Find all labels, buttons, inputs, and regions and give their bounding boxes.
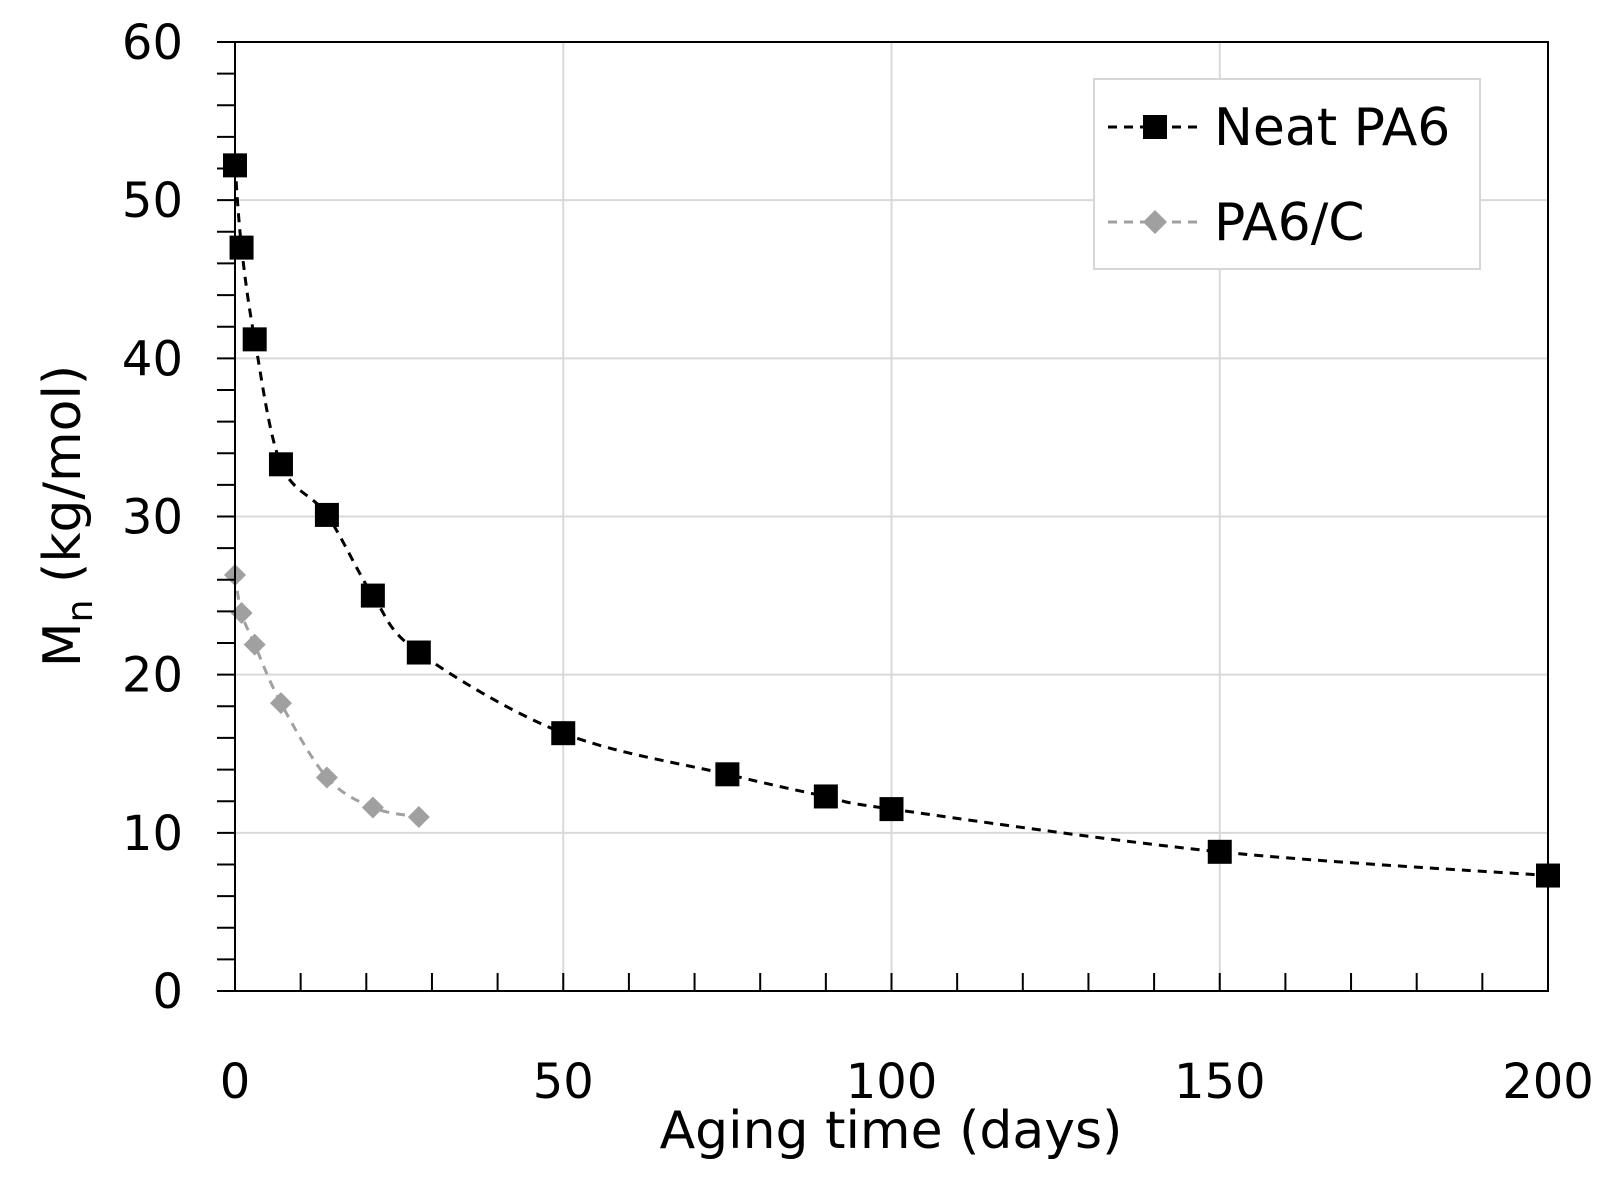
x-tick-label: 0 [220, 1054, 251, 1110]
y-tick-label: 30 [122, 490, 183, 546]
data-point-pa6-c [243, 633, 266, 656]
x-tick-label: 200 [1502, 1054, 1594, 1110]
data-point-neat-pa6 [879, 797, 904, 822]
y-axis-title-subscript: n [60, 599, 101, 622]
legend-box [1093, 78, 1481, 270]
data-point-pa6-c [315, 766, 338, 789]
y-tick-label: 60 [122, 15, 183, 71]
x-tick-label: 100 [846, 1054, 938, 1110]
y-axis-title-units: (kg/mol) [33, 365, 93, 600]
data-point-pa6-c [407, 806, 430, 829]
x-tick-label: 150 [1174, 1054, 1266, 1110]
legend-neat-marker [1143, 115, 1167, 139]
data-point-neat-pa6 [242, 327, 267, 352]
legend-neat-label: Neat PA6 [1214, 98, 1450, 158]
y-tick-label: 40 [122, 331, 183, 387]
data-point-neat-pa6 [268, 452, 293, 477]
x-tick-label: 50 [533, 1054, 594, 1110]
plot-series [223, 153, 1560, 888]
tick-labels: 0 10 20 30 40 50 60 0 50 100 150 200 [122, 15, 1594, 1110]
y-tick-label: 50 [122, 173, 183, 229]
legend-pa6c-label: PA6/C [1214, 193, 1365, 253]
y-tick-label: 20 [122, 648, 183, 704]
data-point-neat-pa6 [360, 583, 385, 608]
data-point-neat-pa6 [1207, 839, 1232, 864]
y-axis-title: Mn (kg/mol) [33, 365, 101, 667]
axis-ticks [217, 41, 1549, 992]
data-point-neat-pa6 [229, 235, 254, 260]
data-point-pa6-c [230, 601, 253, 624]
data-point-neat-pa6 [551, 721, 576, 746]
data-point-neat-pa6 [715, 762, 740, 787]
legend-pa6c-marker [1143, 210, 1167, 234]
data-point-neat-pa6 [813, 784, 838, 809]
y-tick-label: 0 [152, 964, 183, 1020]
legend: Neat PA6 PA6/C [1093, 78, 1481, 270]
data-point-neat-pa6 [406, 640, 431, 665]
data-point-neat-pa6 [314, 502, 339, 527]
y-tick-label: 10 [122, 806, 183, 862]
x-axis-title: Aging time (days) [660, 1101, 1123, 1161]
data-point-pa6-c [361, 796, 384, 819]
y-axis-title-main: M [33, 622, 93, 667]
data-point-pa6-c [269, 692, 292, 715]
